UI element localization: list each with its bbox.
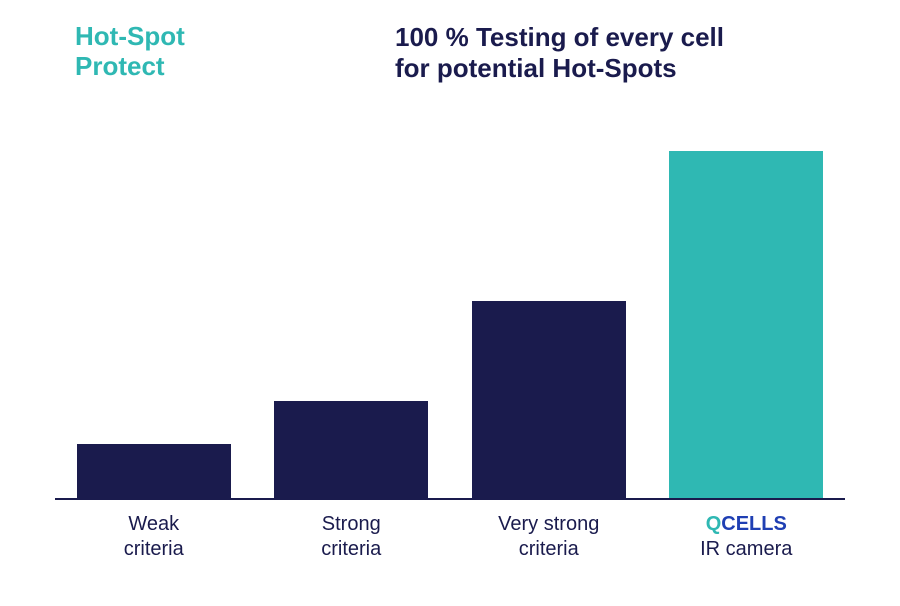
x-axis-labels: Weak criteria Strong criteria Very stron…	[55, 512, 845, 562]
x-label-line1: Strong	[253, 512, 451, 537]
bar-weak-criteria	[77, 444, 231, 498]
bar-slot	[450, 301, 648, 498]
bar-group	[55, 140, 845, 498]
title-right: 100 % Testing of every cell for potentia…	[395, 22, 724, 84]
x-label-line2: criteria	[253, 537, 451, 562]
qcells-logo: QCELLS	[706, 513, 787, 535]
x-label-line1: Weak	[55, 512, 253, 537]
title-left-line2: Protect	[75, 51, 165, 81]
x-label: QCELLS IR camera	[648, 512, 846, 562]
x-label: Weak criteria	[55, 512, 253, 562]
x-label-line2: criteria	[55, 537, 253, 562]
bar-slot	[55, 444, 253, 498]
bar-chart	[55, 140, 845, 500]
title-left-line1: Hot-Spot	[75, 21, 185, 51]
title-right-line2: for potential Hot-Spots	[395, 53, 677, 83]
x-label-line2: criteria	[450, 537, 648, 562]
qcells-logo-q: Q	[706, 513, 722, 535]
x-label-line2: IR camera	[648, 537, 846, 562]
bar-strong-criteria	[274, 401, 428, 498]
x-label-brand: QCELLS	[648, 512, 846, 537]
x-label: Very strong criteria	[450, 512, 648, 562]
bar-slot	[253, 401, 451, 498]
qcells-logo-cells: CELLS	[721, 513, 787, 535]
x-label-line1: Very strong	[450, 512, 648, 537]
bar-slot	[648, 151, 846, 498]
title-left: Hot-Spot Protect	[75, 22, 185, 82]
bar-very-strong-criteria	[472, 301, 626, 498]
bar-qcells-ir-camera	[669, 151, 823, 498]
x-label: Strong criteria	[253, 512, 451, 562]
title-right-line1: 100 % Testing of every cell	[395, 22, 724, 52]
infographic-canvas: Hot-Spot Protect 100 % Testing of every …	[0, 0, 900, 606]
x-axis	[55, 498, 845, 500]
